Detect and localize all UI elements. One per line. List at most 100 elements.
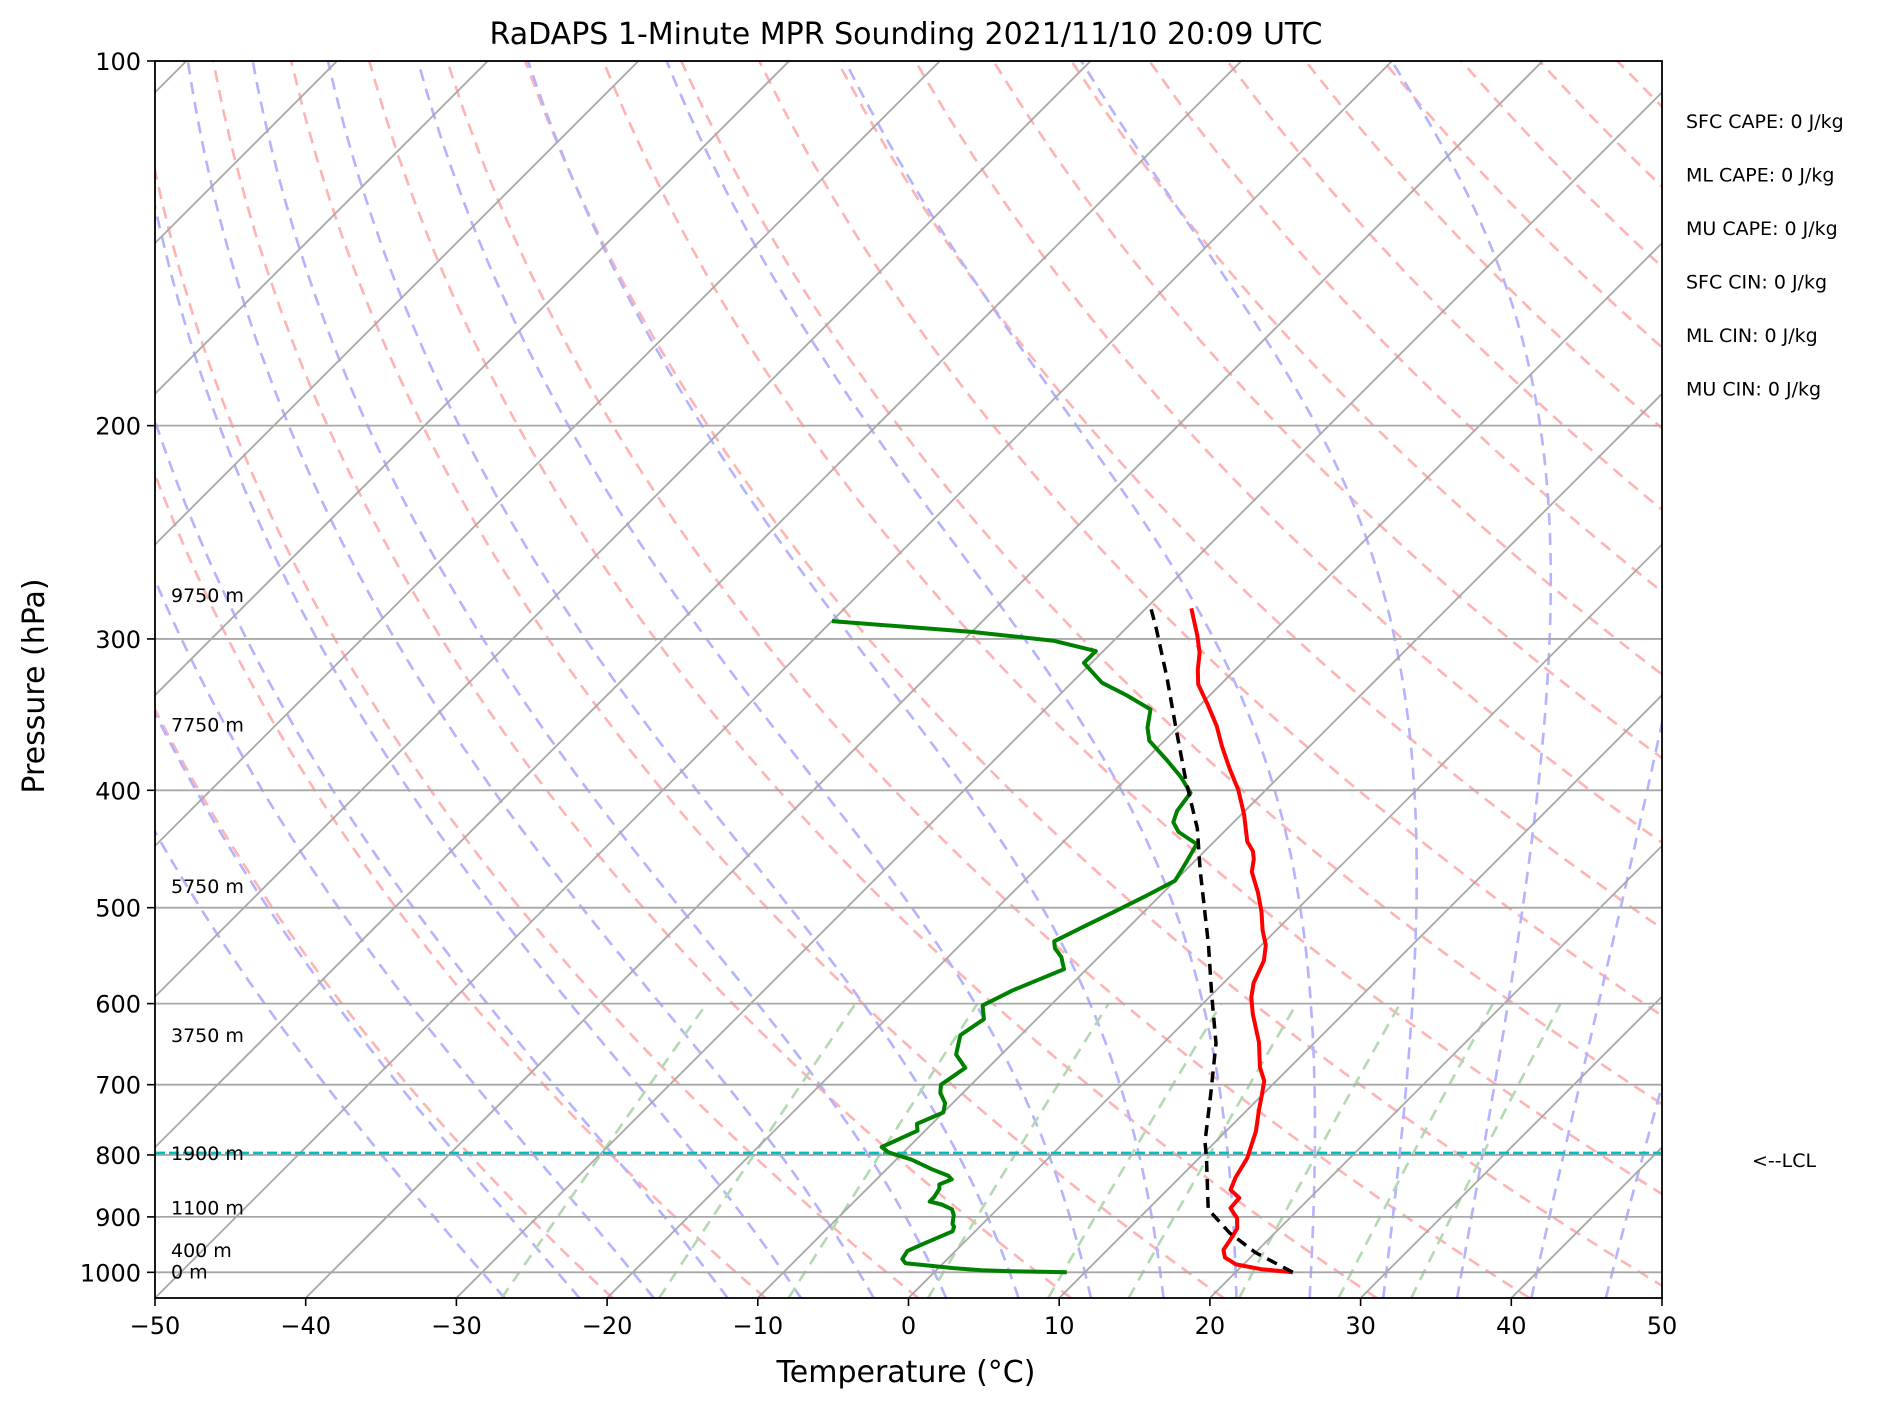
lcl-label: <--LCL	[1752, 1150, 1816, 1172]
moist-adiabat	[526, 61, 1165, 1298]
data-lines	[155, 604, 1662, 1275]
y-tick-label: 400	[95, 777, 141, 805]
isotherm	[606, 241, 1662, 1298]
dry-adiabat	[1148, 61, 1662, 594]
dry-adiabat	[1616, 61, 1662, 109]
dry-adiabat	[523, 61, 1662, 1288]
stat-text: SFC CIN: 0 J/kg	[1686, 272, 1827, 294]
isotherm	[757, 392, 1662, 1298]
y-tick-label: 800	[95, 1142, 141, 1170]
moist-adiabat	[155, 710, 581, 1298]
dry-adiabat	[1773, 61, 1882, 1298]
mixing-ratio-line	[500, 1002, 708, 1298]
y-tick-label: 300	[95, 626, 141, 654]
y-tick-label: 900	[95, 1204, 141, 1232]
height-label: 3750 m	[171, 1025, 244, 1047]
dry-adiabat	[1695, 61, 1882, 1298]
y-tick-label: 100	[95, 48, 141, 76]
dry-adiabat	[1538, 61, 1662, 189]
moist-adiabat	[186, 61, 875, 1298]
dry-adiabat	[445, 61, 1531, 1298]
height-label: 0 m	[171, 1261, 208, 1283]
series-line-1	[831, 619, 1199, 1275]
isotherm	[1510, 1146, 1662, 1298]
x-tick-label: 50	[1647, 1312, 1678, 1340]
isotherm	[305, 61, 1544, 1298]
x-tick-label: −40	[280, 1312, 331, 1340]
stat-text: ML CAPE: 0 J/kg	[1686, 165, 1834, 187]
y-tick-label: 700	[95, 1072, 141, 1100]
y-tick-label: 1000	[80, 1259, 141, 1287]
dry-adiabat	[1460, 61, 1662, 269]
x-tick-label: −50	[130, 1312, 181, 1340]
dry-adiabat	[155, 706, 614, 1298]
height-label: 400 m	[171, 1240, 232, 1262]
mixing-ratio-line	[1237, 1002, 1402, 1298]
dry-adiabat	[680, 61, 1662, 1106]
moist-adiabat	[1604, 1080, 1662, 1298]
x-tick-label: 20	[1195, 1312, 1226, 1340]
y-axis-label: Pressure (hPa)	[17, 578, 52, 793]
dry-adiabat	[602, 61, 1662, 1196]
moist-adiabat	[251, 61, 948, 1298]
dry-adiabat	[211, 61, 1072, 1298]
background-lines	[155, 61, 1882, 1298]
moist-adiabat	[155, 829, 506, 1298]
moist-adiabat	[326, 61, 1020, 1298]
y-tick-label: 500	[95, 895, 141, 923]
mixing-ratio-line	[658, 1002, 857, 1298]
isotherm	[1359, 995, 1662, 1298]
x-tick-label: 0	[901, 1312, 916, 1340]
mixing-ratio-line	[787, 1002, 979, 1298]
dry-adiabat	[836, 61, 1662, 931]
stat-text: SFC CAPE: 0 J/kg	[1686, 111, 1844, 133]
dry-adiabat	[992, 61, 1662, 760]
stat-text: ML CIN: 0 J/kg	[1686, 325, 1818, 347]
isotherm	[455, 91, 1662, 1298]
isotherm	[907, 543, 1662, 1298]
annotations: 9750 m 7750 m 5750 m 3750 m 1900 m 1100 m 400 …	[171, 111, 1844, 1283]
chart-title: RaDAPS 1-Minute MPR Sounding 2021/11/10 …	[490, 17, 1323, 52]
dry-adiabat	[914, 61, 1662, 845]
stat-text: MU CAPE: 0 J/kg	[1686, 218, 1838, 240]
moist-adiabat	[155, 576, 655, 1298]
moist-adiabat	[843, 61, 1317, 1298]
dry-adiabat	[367, 61, 1378, 1298]
dry-adiabat	[1382, 61, 1662, 350]
isotherm	[1661, 1296, 1662, 1298]
dry-adiabat	[1304, 61, 1662, 430]
isotherm	[155, 61, 1092, 998]
dry-adiabat	[155, 470, 767, 1298]
isotherm	[1209, 844, 1662, 1298]
height-label: 7750 m	[171, 715, 244, 737]
isotherm	[155, 61, 640, 546]
series-line-2	[1148, 604, 1294, 1274]
series-line-0	[1189, 607, 1293, 1275]
isotherm	[1058, 693, 1662, 1298]
y-tick-label: 600	[95, 991, 141, 1019]
x-tick-label: −30	[431, 1312, 482, 1340]
moist-adiabat	[1080, 61, 1418, 1298]
isotherm	[155, 61, 790, 697]
isotherm	[155, 61, 1393, 1298]
height-label: 9750 m	[171, 585, 244, 607]
isotherm	[155, 61, 1242, 1149]
height-label: 1900 m	[171, 1143, 244, 1165]
height-label: 5750 m	[171, 876, 244, 898]
mixing-ratio-line	[1047, 1002, 1223, 1298]
x-axis-label: Temperature (°C)	[776, 1355, 1036, 1390]
y-tick-label: 200	[95, 413, 141, 441]
dry-adiabat	[289, 61, 1225, 1298]
x-tick-label: −10	[732, 1312, 783, 1340]
x-tick-label: 40	[1496, 1312, 1527, 1340]
x-tick-label: 10	[1044, 1312, 1075, 1340]
mixing-ratio-line	[926, 1002, 1110, 1298]
dry-adiabat	[1070, 61, 1662, 677]
x-tick-label: −20	[582, 1312, 633, 1340]
isotherm	[155, 61, 941, 848]
stat-text: MU CIN: 0 J/kg	[1686, 379, 1821, 401]
moist-adiabat	[155, 200, 802, 1298]
mixing-ratio-line	[1337, 1002, 1494, 1298]
mixing-ratio-line	[1410, 1002, 1562, 1298]
